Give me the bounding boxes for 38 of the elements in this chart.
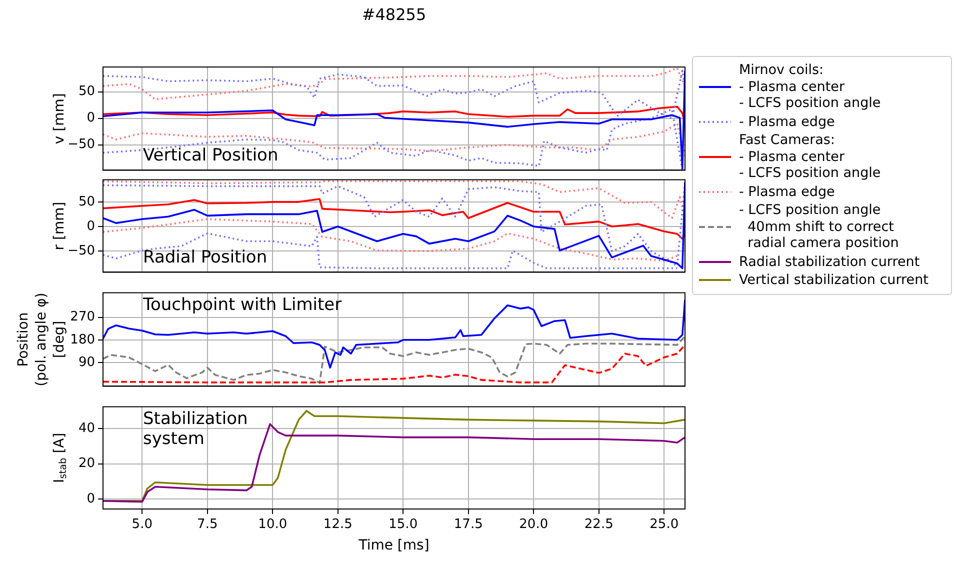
x-tick-label: 17.5 xyxy=(454,517,483,532)
legend-label: Fast Cameras: - Plasma center - LCFS position angle xyxy=(739,132,881,182)
x-axis-title: Time [ms] xyxy=(358,538,430,554)
y-tick-label: 270 xyxy=(70,310,95,325)
annotation: Touchpoint with Limiter xyxy=(142,295,342,316)
x-tick-label: 10.0 xyxy=(258,517,288,532)
x-tick-label: 20.0 xyxy=(519,517,548,532)
x-tick-label: 25.0 xyxy=(650,517,679,532)
annotation: Vertical Position xyxy=(143,146,278,166)
y-axis-title: v [mm] xyxy=(52,93,68,144)
y-tick-label: 0 xyxy=(86,218,95,234)
y-tick-label: 180 xyxy=(70,332,95,348)
y-tick-label: 40 xyxy=(78,420,95,436)
legend-label: - Plasma edge xyxy=(739,184,835,200)
x-tick-label: 12.5 xyxy=(323,517,352,532)
y-tick-label: 0 xyxy=(86,110,95,126)
legend-label: - LCFS position angle 40mm shift to correct radial camera position xyxy=(739,202,899,252)
annotation: Radial Position xyxy=(143,248,268,268)
y-tick-label: 50 xyxy=(78,84,95,100)
y-axis-title: Istab [A] xyxy=(52,432,70,484)
x-tick-label: 22.5 xyxy=(584,517,614,532)
x-tick-label: 15.0 xyxy=(388,517,418,532)
x-tick-label: 5.0 xyxy=(132,517,152,532)
annotation: Stabilization system xyxy=(143,409,248,450)
x-tick-label: 7.5 xyxy=(197,517,218,532)
y-tick-label: 90 xyxy=(78,354,95,370)
legend-label: Mirnov coils: - Plasma center - LCFS position angle xyxy=(739,62,881,112)
y-tick-label: −50 xyxy=(68,137,95,152)
y-tick-label: 0 xyxy=(86,491,95,506)
y-tick-label: 20 xyxy=(78,456,95,472)
legend-label: Radial stabilization current xyxy=(739,254,920,270)
y-tick-label: 50 xyxy=(78,194,95,210)
legend-label: - Plasma edge xyxy=(739,114,835,130)
y-tick-label: −50 xyxy=(68,243,95,258)
legend-label: Vertical stabilization current xyxy=(739,272,928,288)
y-axis-title: r [mm] xyxy=(52,202,68,250)
chart-title: #48255 xyxy=(362,5,426,24)
y-axis-title: Position (pol. angle φ) [deg] xyxy=(16,292,68,386)
